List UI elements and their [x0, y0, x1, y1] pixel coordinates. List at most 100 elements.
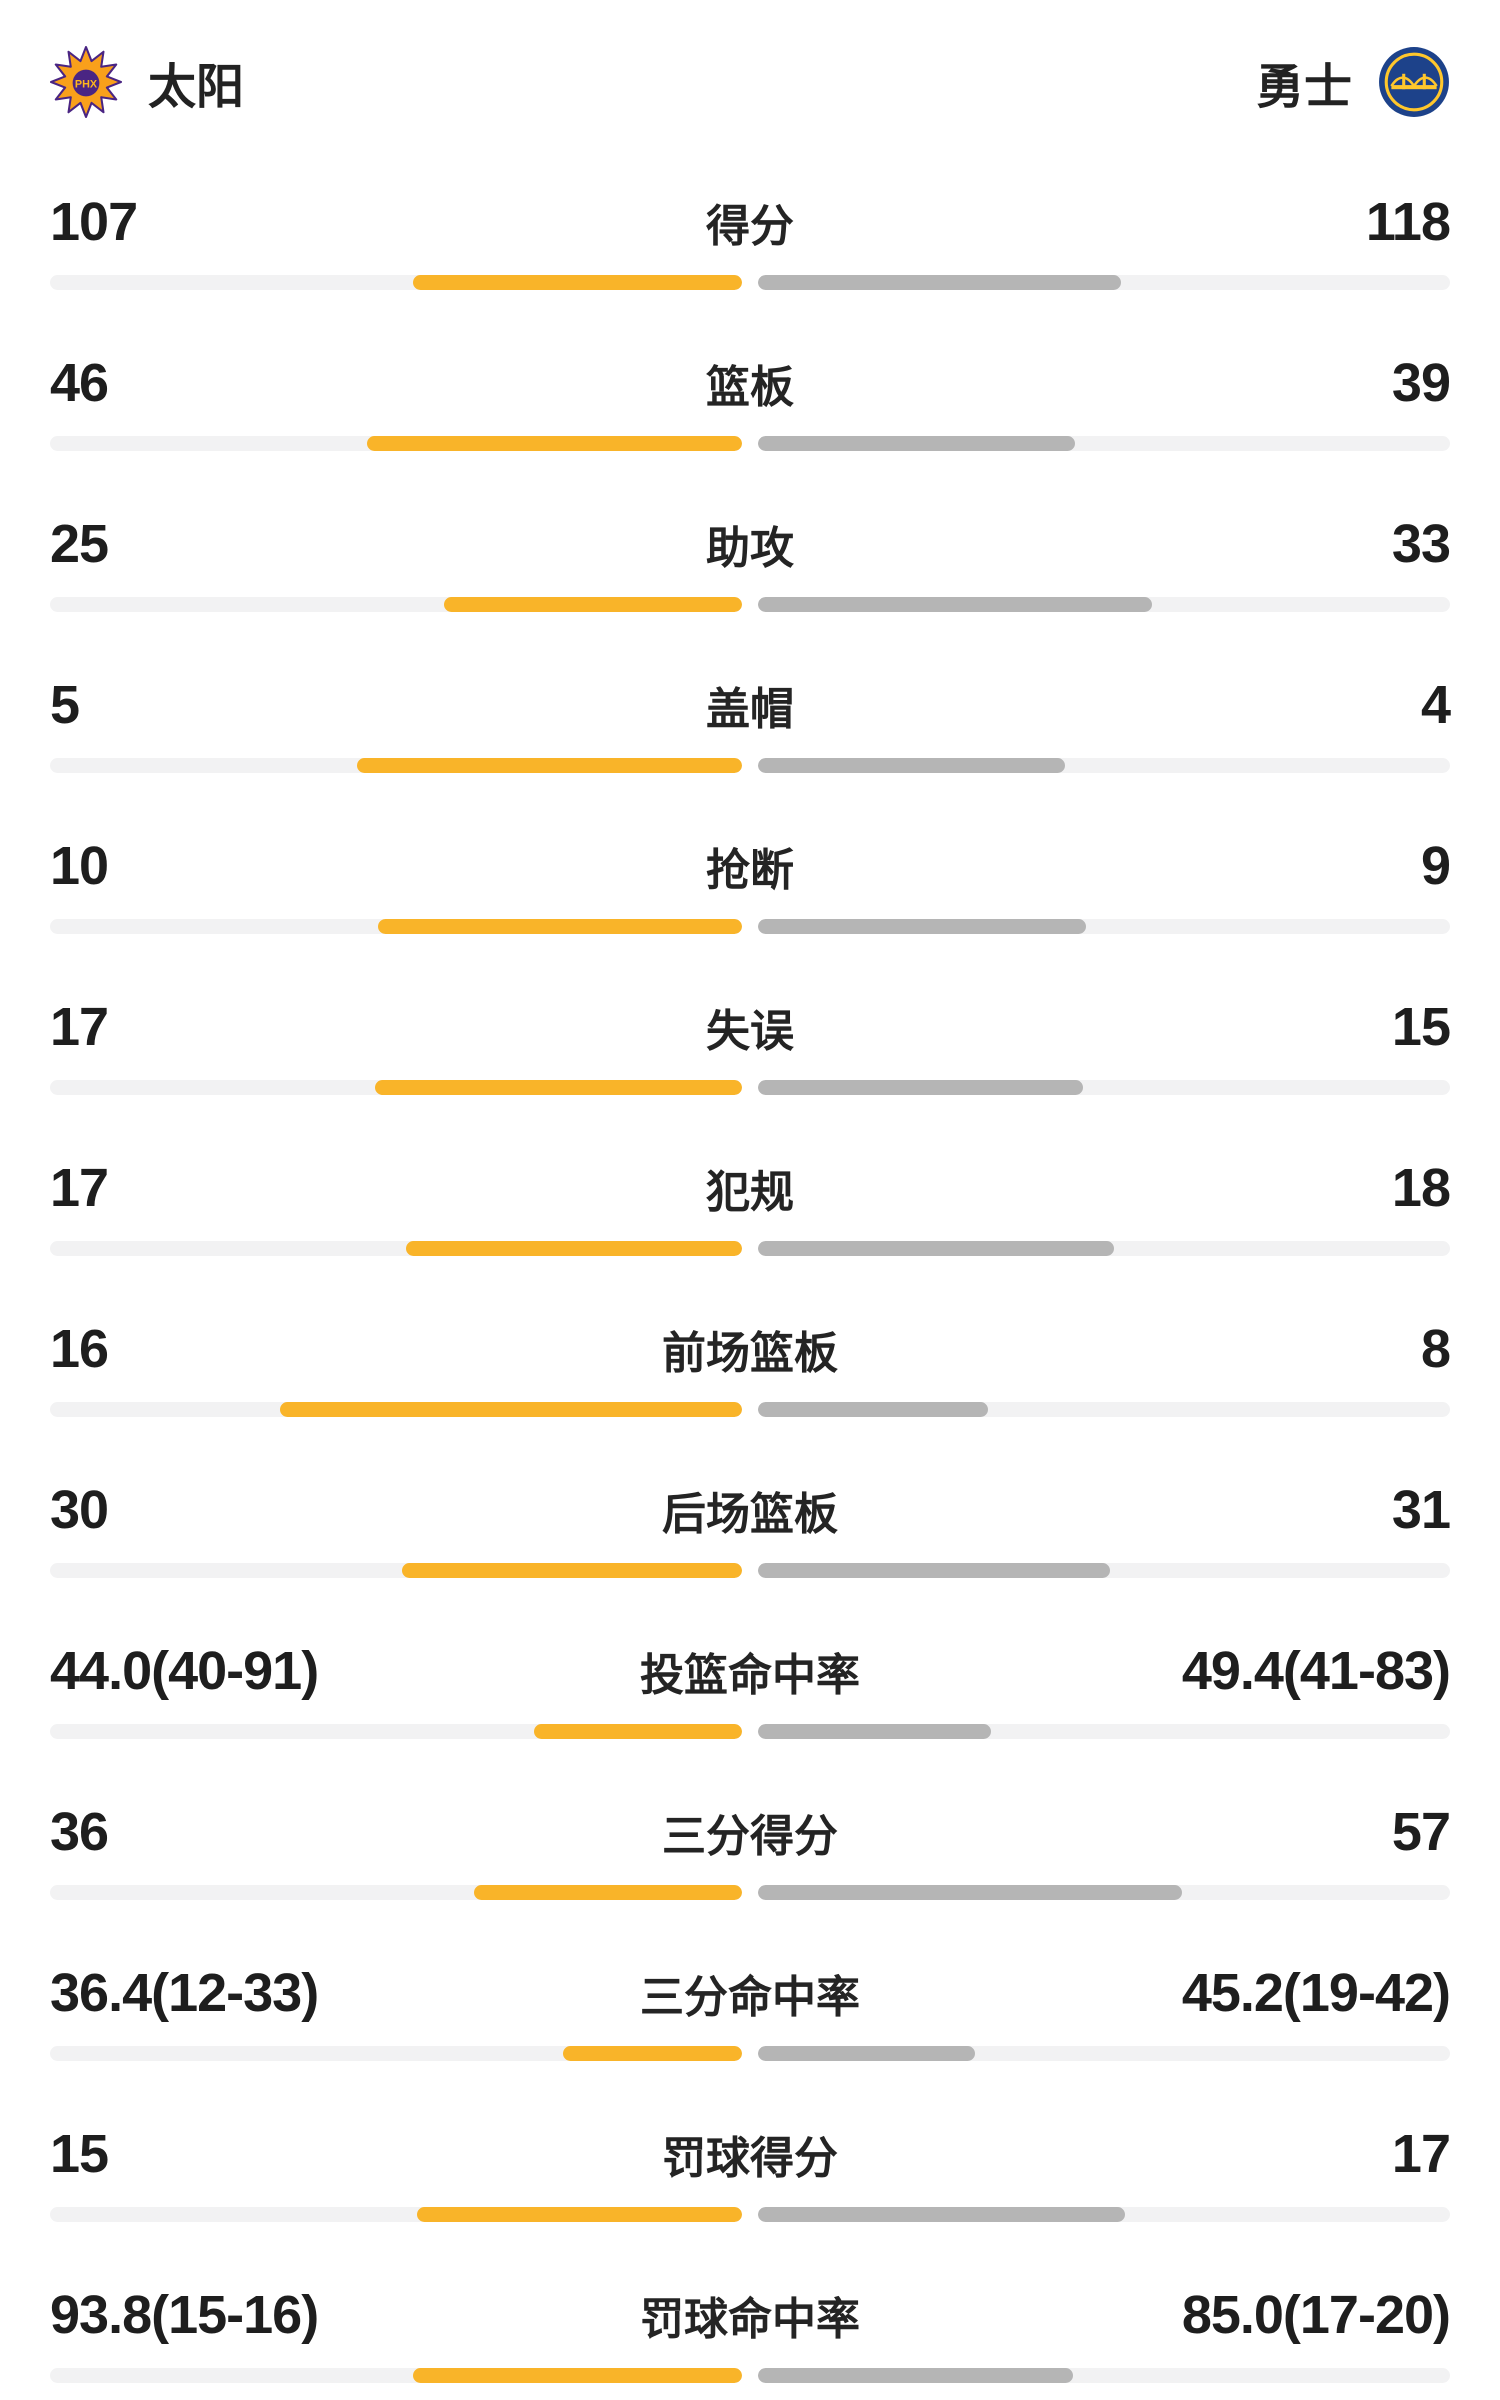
away-bar-track — [758, 1885, 1450, 1900]
stat-row: 36 三分得分 57 — [50, 1797, 1451, 1958]
home-value: 46 — [50, 353, 109, 413]
home-bar-fill — [417, 2207, 742, 2222]
home-value: 5 — [50, 675, 80, 735]
stat-row: 16 前场篮板 8 — [50, 1314, 1451, 1475]
home-bar-track — [50, 919, 742, 934]
home-bar-fill — [474, 1885, 742, 1900]
home-bar-fill — [412, 275, 742, 290]
stat-row-top: 25 助攻 33 — [50, 509, 1451, 579]
home-bar-track — [50, 1885, 742, 1900]
home-value: 17 — [50, 1158, 109, 1218]
away-bar-track — [758, 1080, 1450, 1095]
stat-label: 投篮命中率 — [640, 1651, 860, 1700]
stat-bars — [50, 919, 1450, 934]
stat-bars — [50, 2207, 1450, 2222]
away-bar-track — [758, 919, 1450, 934]
away-bar-track — [758, 1402, 1450, 1417]
away-value: 4 — [1420, 675, 1451, 735]
away-value: 9 — [1420, 836, 1451, 896]
away-bar-fill — [758, 1563, 1110, 1578]
stat-row-top: 17 犯规 18 — [50, 1153, 1451, 1223]
home-bar-track — [50, 1724, 742, 1739]
stat-row: 46 篮板 39 — [50, 348, 1451, 509]
home-bar-track — [50, 1402, 742, 1417]
stat-row-top: 16 前场篮板 8 — [50, 1314, 1451, 1384]
svg-text:PHX: PHX — [75, 79, 98, 91]
home-value: 36 — [50, 1802, 109, 1862]
home-value: 25 — [50, 514, 109, 574]
home-bar-track — [50, 1241, 742, 1256]
stat-bars — [50, 436, 1450, 451]
away-bar-track — [758, 275, 1450, 290]
away-bar-track — [758, 1241, 1450, 1256]
home-bar-fill — [280, 1402, 742, 1417]
away-bar-track — [758, 2368, 1450, 2383]
home-bar-track — [50, 2368, 742, 2383]
away-bar-track — [758, 2207, 1450, 2222]
away-bar-fill — [758, 1080, 1083, 1095]
away-bar-fill — [758, 275, 1121, 290]
suns-logo: PHX — [50, 46, 122, 118]
home-value: 36.4(12-33) — [50, 1963, 319, 2023]
away-bar-track — [758, 2046, 1450, 2061]
home-bar-track — [50, 436, 742, 451]
away-bar-fill — [758, 1241, 1114, 1256]
away-bar-track — [758, 1563, 1450, 1578]
away-bar-track — [758, 597, 1450, 612]
stat-bars — [50, 2368, 1450, 2383]
home-bar-fill — [413, 2368, 742, 2383]
away-bar-fill — [758, 597, 1152, 612]
home-value: 107 — [50, 192, 138, 252]
home-bar-track — [50, 275, 742, 290]
home-value: 15 — [50, 2124, 109, 2184]
away-value: 49.4(41-83) — [1181, 1641, 1451, 1701]
away-bar-fill — [758, 2207, 1126, 2222]
stats-list: 107 得分 118 46 篮板 39 — [50, 187, 1451, 2400]
stat-row: 30 后场篮板 31 — [50, 1475, 1451, 1636]
away-bar-fill — [758, 2046, 976, 2061]
stat-row: 93.8(15-16) 罚球命中率 85.0(17-20) — [50, 2280, 1451, 2400]
away-bar-fill — [758, 1885, 1183, 1900]
stat-label: 得分 — [706, 202, 794, 251]
away-value: 15 — [1391, 997, 1451, 1057]
home-bar-track — [50, 597, 742, 612]
stat-label: 助攻 — [706, 524, 794, 573]
stat-row: 10 抢断 9 — [50, 831, 1451, 992]
stat-label: 前场篮板 — [662, 1329, 838, 1378]
home-value: 44.0(40-91) — [50, 1641, 319, 1701]
stat-label: 犯规 — [706, 1168, 794, 1217]
stat-row: 36.4(12-33) 三分命中率 45.2(19-42) — [50, 1958, 1451, 2119]
stat-bars — [50, 1885, 1450, 1900]
stat-bars — [50, 275, 1450, 290]
stat-row-top: 44.0(40-91) 投篮命中率 49.4(41-83) — [50, 1636, 1451, 1706]
team-away-name: 勇士 — [1255, 61, 1352, 114]
away-bar-track — [758, 436, 1450, 451]
stat-label: 罚球命中率 — [640, 2295, 860, 2344]
stat-label: 罚球得分 — [662, 2134, 838, 2183]
stat-label: 三分命中率 — [640, 1973, 860, 2022]
home-bar-fill — [366, 436, 742, 451]
team-home[interactable]: PHX 太阳 — [50, 46, 244, 118]
stat-label: 篮板 — [706, 363, 794, 412]
stat-row-top: 30 后场篮板 31 — [50, 1475, 1451, 1545]
home-bar-fill — [357, 758, 742, 773]
team-away[interactable]: 勇士 — [1256, 46, 1450, 118]
home-value: 17 — [50, 997, 109, 1057]
away-value: 31 — [1391, 1480, 1451, 1540]
stat-bars — [50, 758, 1450, 773]
home-bar-fill — [378, 919, 742, 934]
stat-row: 5 盖帽 4 — [50, 670, 1451, 831]
away-value: 57 — [1391, 1802, 1451, 1862]
stat-row-top: 15 罚球得分 17 — [50, 2119, 1451, 2189]
stat-row: 25 助攻 33 — [50, 509, 1451, 670]
away-value: 39 — [1391, 353, 1451, 413]
away-bar-fill — [758, 1724, 991, 1739]
stat-label: 失误 — [706, 1007, 794, 1056]
away-value: 18 — [1391, 1158, 1451, 1218]
stat-row: 107 得分 118 — [50, 187, 1451, 348]
stat-label: 三分得分 — [662, 1812, 838, 1861]
home-bar-fill — [401, 1563, 742, 1578]
away-value: 8 — [1420, 1319, 1451, 1379]
away-bar-fill — [758, 436, 1075, 451]
stat-bars — [50, 2046, 1450, 2061]
